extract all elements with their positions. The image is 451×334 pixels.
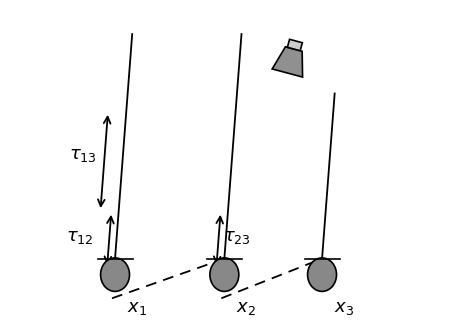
Text: $\tau_{13}$: $\tau_{13}$ [69,146,97,164]
Ellipse shape [209,258,238,291]
Ellipse shape [307,258,336,291]
Polygon shape [272,47,302,77]
Text: $\tau_{23}$: $\tau_{23}$ [222,227,250,245]
Text: $x_1$: $x_1$ [126,300,146,318]
Polygon shape [287,39,302,51]
Ellipse shape [100,258,129,291]
Text: $x_3$: $x_3$ [333,300,353,318]
Text: $x_2$: $x_2$ [235,300,255,318]
Text: $\tau_{12}$: $\tau_{12}$ [66,227,93,245]
